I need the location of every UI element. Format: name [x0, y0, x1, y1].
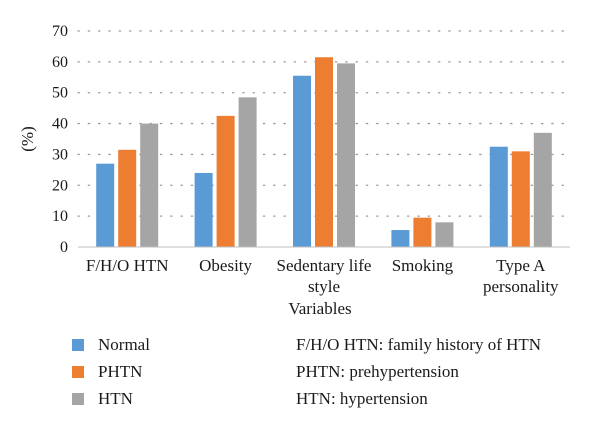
legend-swatch-normal	[72, 338, 84, 351]
grid-lines	[77, 30, 571, 217]
legend-swatch-htn	[72, 392, 84, 405]
bar-phtn-4	[511, 151, 530, 247]
bar-normal-2	[293, 75, 311, 247]
bar-htn-4	[533, 132, 552, 247]
legend-label-normal: Normal	[98, 334, 150, 354]
x-category-label: Obesity	[199, 256, 252, 275]
legend: Normal PHTN HTN	[72, 331, 272, 412]
legend-item-normal: Normal	[72, 331, 272, 358]
y-tick-label: 70	[52, 23, 68, 40]
x-category-label: personality	[483, 277, 559, 296]
y-axis-title: (%)	[18, 126, 37, 151]
y-tick-label: 20	[52, 177, 68, 194]
y-tick-label: 40	[52, 116, 68, 133]
y-tick-label: 60	[52, 54, 68, 71]
y-axis-ticks: 0 10 20 30 40 50 60 70	[52, 23, 68, 256]
legend-label-htn: HTN	[98, 388, 133, 408]
x-axis-category-labels: F/H/O HTN Obesity Sedentary life style Smoki…	[86, 256, 559, 296]
y-tick-label: 0	[60, 239, 68, 256]
note-htn: HTN: hypertension	[296, 389, 428, 408]
bar-htn-1	[238, 97, 257, 247]
bar-htn-0	[140, 123, 159, 247]
legend-label-phtn: PHTN	[98, 361, 143, 381]
y-tick-label: 10	[52, 208, 68, 225]
bars	[96, 57, 552, 248]
abbreviation-notes: F/H/O HTN: family history of HTN PHTN: p…	[296, 331, 596, 412]
legend-item-phtn: PHTN	[72, 358, 272, 385]
bar-normal-1	[194, 172, 213, 247]
bar-normal-0	[96, 163, 115, 247]
x-category-label: Type A	[496, 256, 546, 275]
legend-swatch-phtn	[72, 365, 84, 378]
bar-phtn-2	[315, 57, 333, 247]
x-category-label: style	[308, 277, 340, 296]
x-category-label: Sedentary life	[277, 256, 372, 275]
note-phtn: PHTN: prehypertension	[296, 362, 459, 381]
x-axis-title: Variables	[288, 299, 351, 318]
x-category-label: F/H/O HTN	[86, 256, 169, 275]
bar-htn-3	[435, 222, 454, 247]
bar-htn-2	[337, 63, 355, 248]
x-category-label: Smoking	[392, 256, 454, 275]
legend-item-htn: HTN	[72, 385, 272, 412]
bar-normal-4	[489, 146, 508, 247]
bar-phtn-0	[118, 149, 137, 247]
bar-phtn-1	[216, 115, 235, 247]
bar-normal-3	[391, 230, 410, 247]
note-fho-htn: F/H/O HTN: family history of HTN	[296, 335, 542, 354]
y-tick-label: 50	[52, 85, 68, 102]
bar-phtn-3	[413, 217, 432, 247]
y-tick-label: 30	[52, 146, 68, 163]
